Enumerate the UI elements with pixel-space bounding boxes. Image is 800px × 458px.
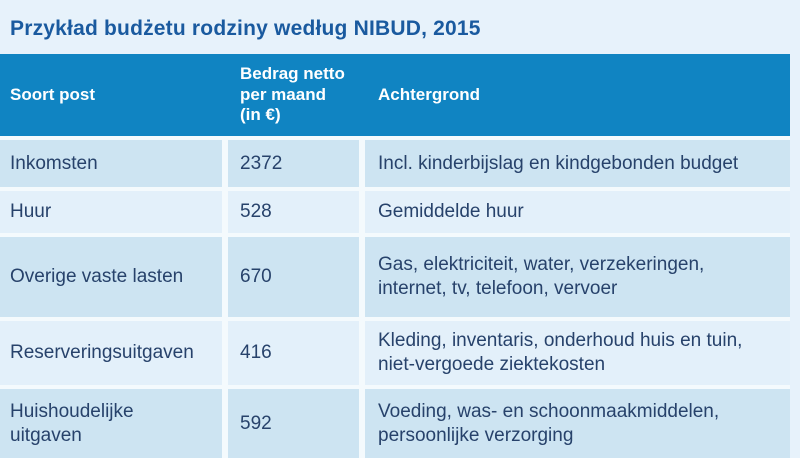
table-cell-achtergrond: Gemiddelde huur (365, 191, 790, 233)
table-cell-achtergrond: Kleding, inventaris, onderhoud huis en t… (365, 321, 790, 385)
table-cell-bedrag: 2372 (228, 140, 359, 187)
table-cell-bedrag: 528 (228, 191, 359, 233)
table-cell-bedrag: 416 (228, 321, 359, 385)
table-cell-achtergrond: Gas, elektriciteit, water, verzekeringen… (365, 237, 790, 317)
page-title: Przykład budżetu rodziny według NIBUD, 2… (10, 17, 481, 40)
table-cell-post: Reserveringsuitgaven (0, 321, 222, 385)
table-header-row: Soort post Bedrag netto per maand (in €)… (0, 54, 790, 136)
table-cell-achtergrond: Incl. kinderbijslag en kindgebonden budg… (365, 140, 790, 187)
column-header-bedrag: Bedrag netto per maand (in €) (240, 64, 345, 125)
table-cell-bedrag: 670 (228, 237, 359, 317)
table-cell-post: Overige vaste lasten (0, 237, 222, 317)
table-cell-achtergrond: Voeding, was- en schoonmaakmiddelen, per… (365, 389, 790, 458)
budget-table: Soort post Bedrag netto per maand (in €)… (0, 54, 790, 458)
table-cell-post: Inkomsten (0, 140, 222, 187)
table-cell-post: Huishoudelijke uitgaven (0, 389, 222, 458)
column-header-soort-post: Soort post (10, 84, 95, 104)
column-header-achtergrond: Achtergrond (378, 84, 480, 104)
table-cell-post: Huur (0, 191, 222, 233)
table-cell-bedrag: 592 (228, 389, 359, 458)
